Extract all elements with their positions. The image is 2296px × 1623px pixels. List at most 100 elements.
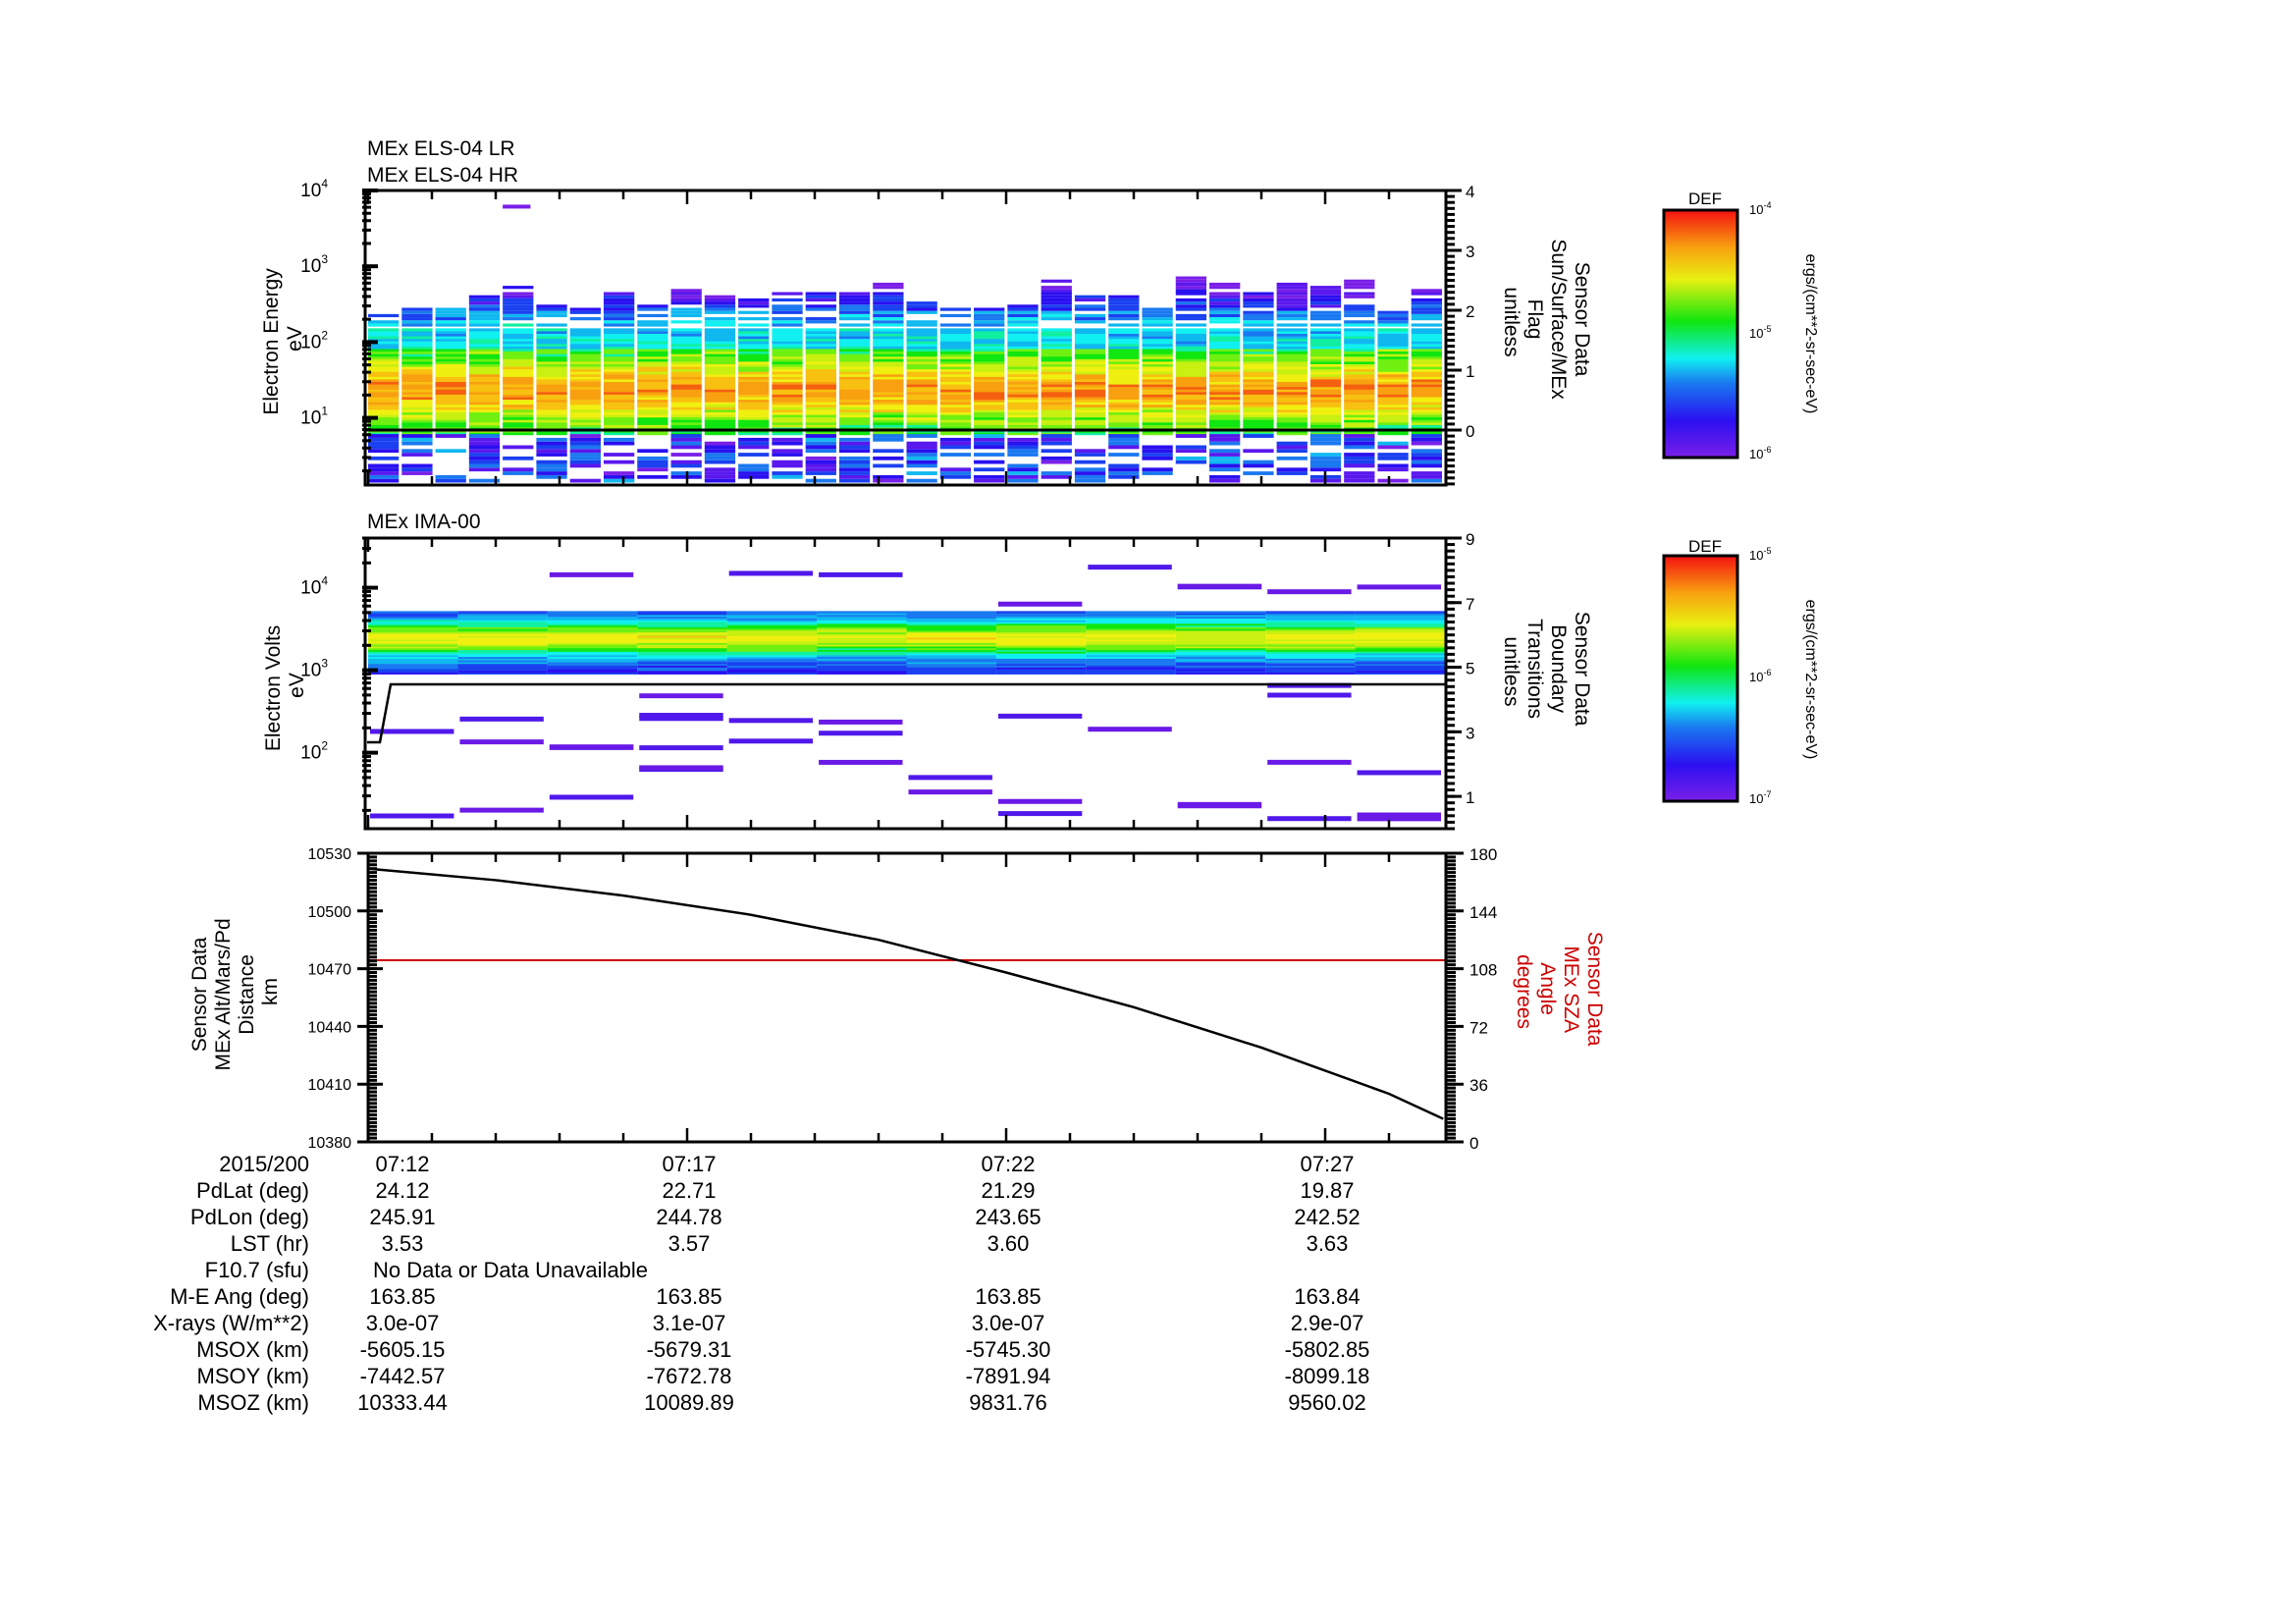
svg-text:103: 103 xyxy=(300,252,328,277)
ephemeris-value: 242.52 xyxy=(1294,1205,1361,1229)
els-colorbar-gradient xyxy=(1662,208,1739,460)
svg-text:104: 104 xyxy=(300,177,328,201)
ephemeris-value: 163.85 xyxy=(656,1284,722,1309)
panel-altitude: 10530 10500 10470 10440 10410 10380 180 144 108… xyxy=(188,845,1606,1153)
ephemeris-value: 3.57 xyxy=(667,1231,711,1256)
ephemeris-label: MSOY (km) xyxy=(196,1364,309,1388)
ephemeris-value: -7442.57 xyxy=(359,1364,446,1388)
ima-colorbar-gradient xyxy=(1662,554,1739,803)
ephemeris-label: PdLat (deg) xyxy=(196,1178,309,1203)
els-frame xyxy=(363,189,1448,487)
ephemeris-value: 9831.76 xyxy=(969,1390,1047,1415)
ima-colorbar-max: 10-5 xyxy=(1749,546,1771,563)
svg-text:5: 5 xyxy=(1466,660,1474,678)
ephemeris-value: 243.65 xyxy=(975,1205,1041,1229)
sza-right-axis: 180 144 108 72 36 0 xyxy=(1446,845,1497,1153)
els-colorbar-mid: 10-5 xyxy=(1749,324,1771,341)
ima-y2label: Sensor Data Boundary Transitions unitles… xyxy=(1500,612,1593,732)
svg-text:10500: 10500 xyxy=(308,904,352,921)
svg-text:180: 180 xyxy=(1469,845,1497,864)
ephemeris-value: 07:17 xyxy=(662,1152,717,1176)
ima-boundary-line xyxy=(367,682,1446,744)
ephemeris-value: 244.78 xyxy=(656,1205,722,1229)
ephemeris-label: F10.7 (sfu) xyxy=(204,1258,309,1282)
ephemeris-value: -7891.94 xyxy=(965,1364,1051,1388)
ephemeris-value: 21.29 xyxy=(981,1178,1036,1203)
ima-right-axis: 9 7 5 3 1 xyxy=(1446,530,1474,831)
svg-text:102: 102 xyxy=(300,739,328,764)
ima-colorbar-min: 10-7 xyxy=(1749,789,1771,806)
ephemeris-value: 3.53 xyxy=(381,1231,424,1256)
svg-text:144: 144 xyxy=(1469,903,1497,922)
ephemeris-value: 163.85 xyxy=(975,1284,1041,1309)
ephemeris-value: -7672.78 xyxy=(646,1364,732,1388)
els-ylabel: Electron Energy eV xyxy=(260,262,306,414)
panel-els-title-hr: MEx ELS-04 HR xyxy=(367,164,518,187)
svg-text:0: 0 xyxy=(1469,1134,1478,1153)
svg-text:7: 7 xyxy=(1466,595,1474,614)
ephemeris-label: MSOZ (km) xyxy=(197,1390,309,1415)
ima-colorbar-title: DEF xyxy=(1688,537,1722,556)
svg-text:9: 9 xyxy=(1466,530,1474,549)
ephemeris-value: 07:12 xyxy=(375,1152,430,1176)
svg-text:104: 104 xyxy=(300,574,328,599)
ephemeris-value: -5605.15 xyxy=(359,1337,446,1362)
ephemeris-label: PdLon (deg) xyxy=(189,1205,309,1229)
svg-text:3: 3 xyxy=(1466,724,1474,742)
els-spectrogram xyxy=(368,204,1442,483)
els-x-ticks xyxy=(366,190,1391,485)
ima-colorbar-units: ergs/(cm**2-sr-sec-eV) xyxy=(1802,600,1819,760)
ephemeris-note: No Data or Data Unavailable xyxy=(373,1258,649,1282)
ephemeris-value: -5745.30 xyxy=(965,1337,1051,1362)
els-colorbar-units: ergs/(cm**2-sr-sec-eV) xyxy=(1802,254,1819,414)
ephemeris-value: 10333.44 xyxy=(357,1390,448,1415)
altitude-line xyxy=(367,867,1444,1120)
panel-els: MEx ELS-04 LR MEx ELS-04 HR 104 103 1 0 2 101… xyxy=(260,137,1593,487)
svg-text:2: 2 xyxy=(1466,302,1474,321)
els-y2label: Sensor Data Sun/Surface/MEx Flag unitles… xyxy=(1500,239,1593,405)
ephemeris-value: 3.0e-07 xyxy=(971,1311,1045,1335)
ephemeris-value: 19.87 xyxy=(1300,1178,1355,1203)
ephemeris-value: 163.85 xyxy=(369,1284,436,1309)
svg-text:101: 101 xyxy=(300,405,328,429)
ephemeris-label: X-rays (W/m**2) xyxy=(153,1311,309,1335)
svg-text:4: 4 xyxy=(1466,183,1474,201)
altitude-ylabel: Sensor Data MEx Alt/Mars/Pd Distance km xyxy=(188,912,282,1070)
ephemeris-value: 9560.02 xyxy=(1288,1390,1366,1415)
els-colorbar-max: 10-4 xyxy=(1749,200,1771,217)
ima-x-ticks xyxy=(366,538,1391,829)
els-colorbar: DEF 10-4 10-5 10-6 ergs/(cm**2-sr-sec-eV… xyxy=(1662,189,1819,461)
ephemeris-label: LST (hr) xyxy=(230,1231,309,1256)
svg-text:108: 108 xyxy=(1469,961,1497,980)
altitude-frame xyxy=(366,851,1448,1144)
ephemeris-value: 163.84 xyxy=(1294,1284,1361,1309)
ephemeris-value: 07:27 xyxy=(1300,1152,1355,1176)
ima-colorbar-mid: 10-6 xyxy=(1749,668,1771,684)
altitude-x-ticks xyxy=(366,853,1391,1142)
els-colorbar-title: DEF xyxy=(1688,189,1722,208)
ephemeris-value: 3.60 xyxy=(987,1231,1030,1256)
svg-text:0: 0 xyxy=(1466,422,1474,441)
altitude-left-axis: 10530 10500 10470 10440 10410 10380 xyxy=(308,846,383,1152)
svg-text:36: 36 xyxy=(1469,1076,1488,1095)
svg-text:1: 1 xyxy=(1466,788,1474,807)
ephemeris-label: 2015/200 xyxy=(219,1152,309,1176)
ephemeris-value: 3.63 xyxy=(1306,1231,1349,1256)
ephemeris-label: MSOX (km) xyxy=(196,1337,309,1362)
svg-text:1: 1 xyxy=(1466,362,1474,381)
svg-text:10470: 10470 xyxy=(308,962,352,979)
svg-text:10380: 10380 xyxy=(308,1135,352,1152)
sza-y2label: Sensor Data MEx SZA Angle degrees xyxy=(1513,932,1606,1053)
ima-spectrogram xyxy=(368,565,1445,822)
panel-els-title-lr: MEx ELS-04 LR xyxy=(367,137,515,160)
ephemeris-value: 2.9e-07 xyxy=(1290,1311,1364,1335)
svg-text:3: 3 xyxy=(1466,243,1474,261)
ephemeris-value: 07:22 xyxy=(981,1152,1036,1176)
ephemeris-value: -5802.85 xyxy=(1284,1337,1370,1362)
ephemeris-value: 10089.89 xyxy=(644,1390,734,1415)
ephemeris-value: 22.71 xyxy=(662,1178,717,1203)
ima-ylabel: Electron Volts eV xyxy=(262,620,308,751)
svg-text:10410: 10410 xyxy=(308,1077,352,1094)
panel-ima-title: MEx IMA-00 xyxy=(367,511,481,533)
